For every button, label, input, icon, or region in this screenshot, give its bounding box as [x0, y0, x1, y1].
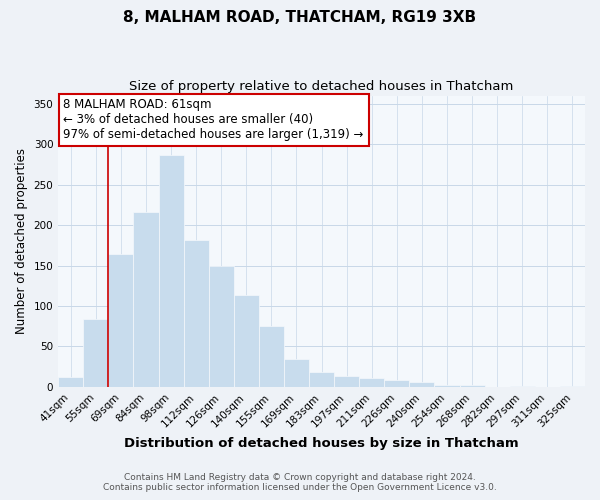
Bar — [133, 212, 158, 387]
Bar — [284, 360, 309, 387]
Text: 8, MALHAM ROAD, THATCHAM, RG19 3XB: 8, MALHAM ROAD, THATCHAM, RG19 3XB — [124, 10, 476, 25]
X-axis label: Distribution of detached houses by size in Thatcham: Distribution of detached houses by size … — [124, 437, 519, 450]
Bar — [560, 386, 585, 387]
Bar — [83, 319, 109, 387]
Bar — [309, 372, 334, 387]
Bar — [58, 377, 83, 387]
Text: 8 MALHAM ROAD: 61sqm
← 3% of detached houses are smaller (40)
97% of semi-detach: 8 MALHAM ROAD: 61sqm ← 3% of detached ho… — [64, 98, 364, 142]
Bar — [158, 156, 184, 387]
Bar — [460, 386, 485, 387]
Bar — [510, 386, 535, 387]
Bar — [359, 378, 385, 387]
Bar — [184, 240, 209, 387]
Bar — [259, 326, 284, 387]
Bar — [109, 254, 133, 387]
Bar — [209, 266, 234, 387]
Bar — [434, 384, 460, 387]
Bar — [409, 382, 434, 387]
Bar — [385, 380, 409, 387]
Title: Size of property relative to detached houses in Thatcham: Size of property relative to detached ho… — [130, 80, 514, 93]
Y-axis label: Number of detached properties: Number of detached properties — [15, 148, 28, 334]
Bar — [234, 294, 259, 387]
Bar — [334, 376, 359, 387]
Text: Contains HM Land Registry data © Crown copyright and database right 2024.
Contai: Contains HM Land Registry data © Crown c… — [103, 473, 497, 492]
